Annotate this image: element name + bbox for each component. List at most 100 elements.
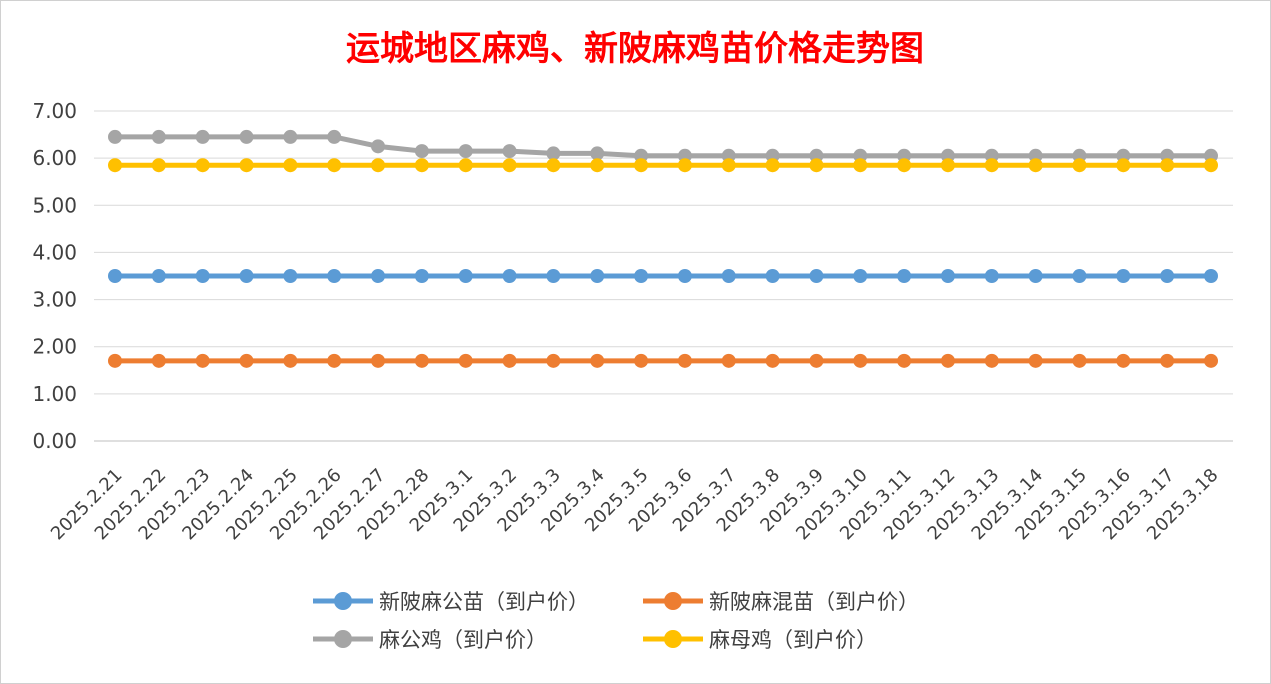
data-point xyxy=(1072,269,1087,283)
data-point xyxy=(283,129,298,144)
data-point xyxy=(371,139,386,154)
data-point xyxy=(283,353,298,368)
data-point xyxy=(721,353,736,368)
data-point xyxy=(1028,353,1043,368)
data-point xyxy=(151,129,166,144)
data-point xyxy=(371,269,386,283)
data-point xyxy=(502,144,517,159)
data-point xyxy=(195,353,210,368)
y-tick-label: 2.00 xyxy=(32,335,77,359)
data-point xyxy=(546,158,561,173)
y-tick-label: 5.00 xyxy=(32,193,77,217)
data-point xyxy=(1160,269,1175,283)
data-point xyxy=(634,353,649,368)
data-point xyxy=(1160,353,1175,368)
x-axis-ticks: 2025.2.212025.2.222025.2.232025.2.242025… xyxy=(47,465,1223,545)
data-point xyxy=(371,353,386,368)
legend-item: 新陂麻混苗（到户价） xyxy=(643,590,919,614)
legend-label: 新陂麻混苗（到户价） xyxy=(709,590,919,614)
series-line xyxy=(115,134,1211,159)
data-point xyxy=(502,158,517,173)
data-point xyxy=(283,269,298,283)
data-point xyxy=(502,269,517,283)
data-point xyxy=(1204,353,1218,368)
data-point xyxy=(414,269,429,283)
data-point xyxy=(458,353,473,368)
legend-label: 新陂麻公苗（到户价） xyxy=(379,590,589,614)
data-point xyxy=(809,353,824,368)
data-point xyxy=(765,269,780,283)
data-point xyxy=(239,353,254,368)
data-point xyxy=(897,158,912,173)
series-layer xyxy=(108,129,1218,368)
series-4 xyxy=(108,158,1218,173)
data-point xyxy=(239,269,254,283)
data-point xyxy=(195,269,210,283)
data-point xyxy=(677,353,692,368)
data-point xyxy=(1116,158,1131,173)
data-point xyxy=(590,353,605,368)
data-point xyxy=(327,158,342,173)
data-point xyxy=(634,158,649,173)
data-point xyxy=(677,269,692,283)
data-point xyxy=(590,146,605,161)
data-point xyxy=(327,353,342,368)
data-point xyxy=(239,158,254,173)
legend-marker xyxy=(334,630,352,648)
y-tick-label: 4.00 xyxy=(32,240,77,264)
data-point xyxy=(809,158,824,173)
data-point xyxy=(634,269,649,283)
data-point xyxy=(897,353,912,368)
legend-label: 麻公鸡（到户价） xyxy=(379,628,547,652)
data-point xyxy=(1116,353,1131,368)
data-point xyxy=(984,269,999,283)
data-point xyxy=(1072,353,1087,368)
data-point xyxy=(984,158,999,173)
data-point xyxy=(809,269,824,283)
data-point xyxy=(151,269,166,283)
data-point xyxy=(984,353,999,368)
legend-marker xyxy=(664,630,682,648)
data-point xyxy=(765,158,780,173)
data-point xyxy=(721,269,736,283)
data-point xyxy=(108,129,122,144)
legend: 新陂麻公苗（到户价） 新陂麻混苗（到户价） 麻公鸡（到户价） 麻母鸡（到户价） xyxy=(313,590,919,652)
data-point xyxy=(590,158,605,173)
chart-title: 运城地区麻鸡、新陂麻鸡苗价格走势图 xyxy=(346,29,924,69)
data-point xyxy=(940,269,955,283)
data-point xyxy=(1160,158,1175,173)
data-point xyxy=(195,129,210,144)
data-point xyxy=(327,269,342,283)
y-axis-ticks: 0.00 1.00 2.00 3.00 4.00 5.00 6.00 7.00 xyxy=(32,99,77,453)
legend-item: 麻公鸡（到户价） xyxy=(313,628,547,652)
data-point xyxy=(458,144,473,159)
data-point xyxy=(546,146,561,161)
y-tick-label: 6.00 xyxy=(32,146,77,170)
y-tick-label: 0.00 xyxy=(32,429,77,453)
data-point xyxy=(414,158,429,173)
data-point xyxy=(108,269,122,283)
data-point xyxy=(1116,269,1131,283)
data-point xyxy=(151,353,166,368)
legend-item: 新陂麻公苗（到户价） xyxy=(313,590,589,614)
data-point xyxy=(151,158,166,173)
y-tick-label: 7.00 xyxy=(32,99,77,123)
data-point xyxy=(414,353,429,368)
data-point xyxy=(590,269,605,283)
data-point xyxy=(502,353,517,368)
legend-item: 麻母鸡（到户价） xyxy=(643,628,877,652)
data-point xyxy=(239,129,254,144)
data-point xyxy=(940,158,955,173)
legend-marker xyxy=(334,592,352,610)
data-point xyxy=(1028,158,1043,173)
data-point xyxy=(195,158,210,173)
y-tick-label: 3.00 xyxy=(32,288,77,312)
data-point xyxy=(853,269,868,283)
data-point xyxy=(853,353,868,368)
series-1 xyxy=(108,269,1218,283)
data-point xyxy=(327,129,342,144)
legend-marker xyxy=(664,592,682,610)
data-point xyxy=(108,353,122,368)
